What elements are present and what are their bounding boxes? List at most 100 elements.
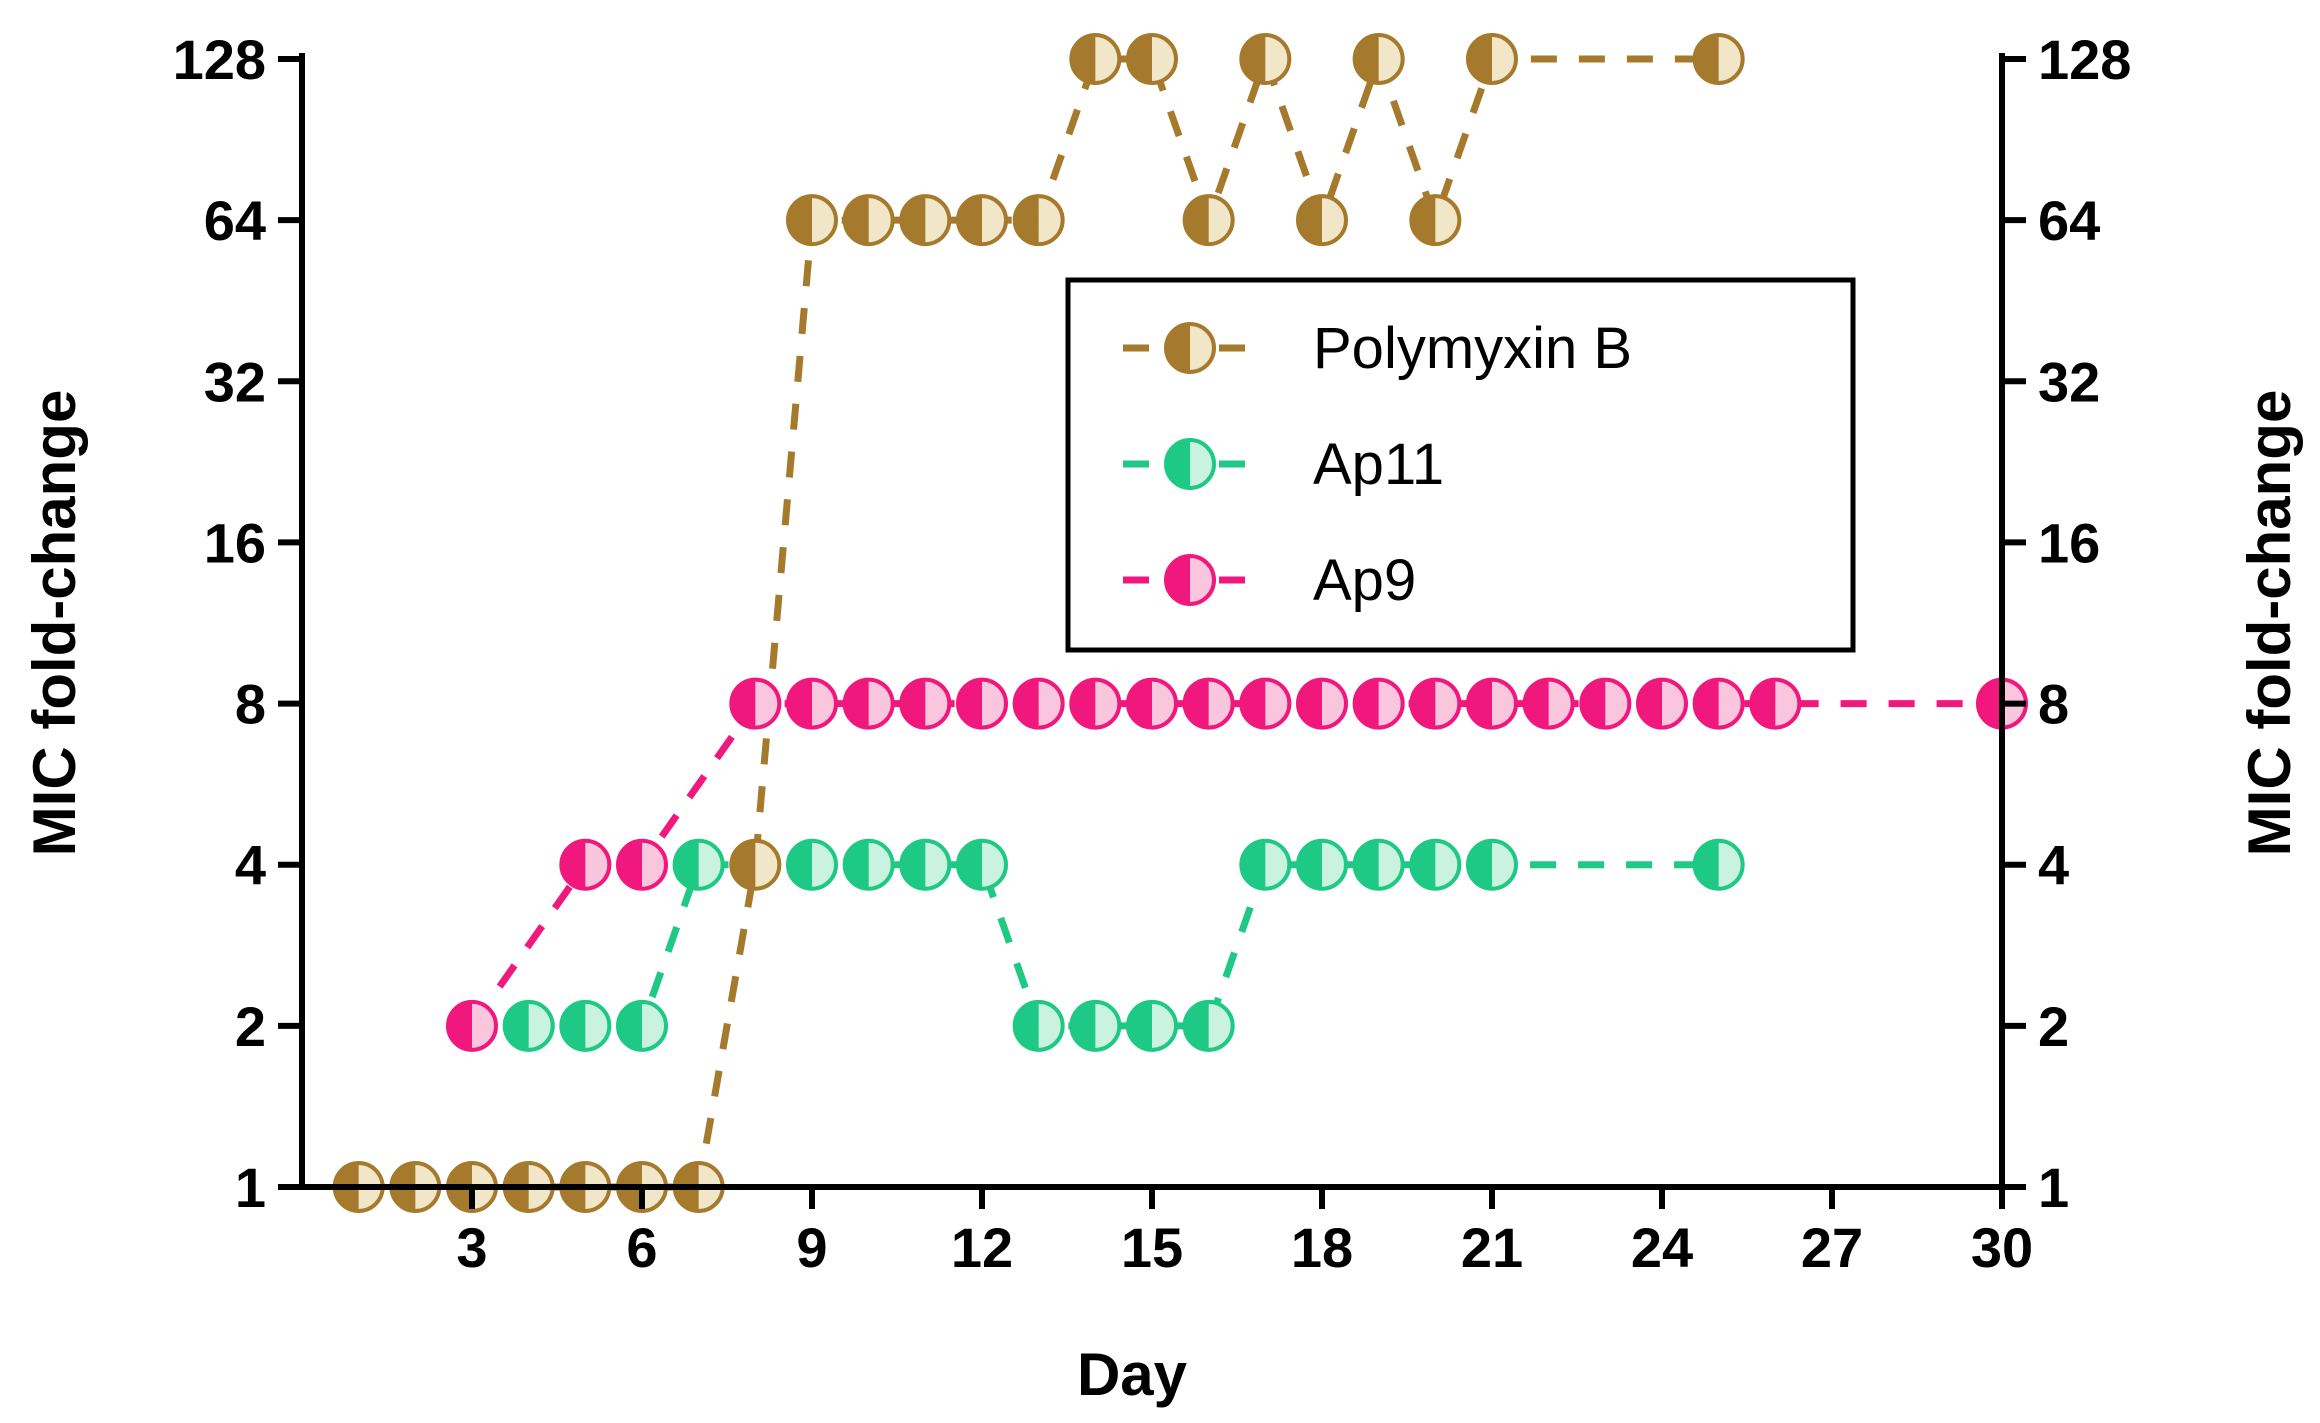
legend-marker	[1164, 438, 1216, 490]
marker-dark-half	[1354, 679, 1379, 728]
marker-dark-half	[1354, 35, 1379, 83]
marker-outline	[1239, 33, 1292, 85]
marker-dark-half	[1241, 35, 1266, 83]
marker-dark-half	[1411, 196, 1436, 245]
y-tick-label-right: 1	[2038, 1156, 2069, 1219]
marker-outline	[1692, 33, 1745, 85]
marker-outline	[1692, 677, 1745, 730]
y-tick-label-left: 2	[235, 995, 266, 1058]
marker-outline	[1069, 999, 1122, 1052]
marker-dark-half	[1071, 35, 1096, 83]
x-tick-label: 18	[1291, 1216, 1353, 1279]
marker-dark-half	[844, 840, 869, 889]
marker-outline	[842, 838, 895, 891]
marker-dark-half	[901, 679, 926, 728]
marker-dark-half	[1978, 679, 2002, 728]
data-point-series-1	[1012, 999, 1065, 1052]
marker-outline	[1164, 322, 1216, 374]
data-point-series-0	[1409, 194, 1462, 247]
data-point-series-0	[1296, 194, 1348, 247]
marker-dark-half	[1184, 196, 1209, 245]
marker-dark-half	[504, 1001, 529, 1050]
marker-outline	[1579, 677, 1632, 730]
data-point-series-0	[1692, 33, 1745, 85]
data-point-series-1	[616, 999, 668, 1052]
marker-outline	[1466, 33, 1518, 85]
marker-dark-half	[1014, 196, 1039, 245]
marker-dark-half	[1354, 840, 1379, 889]
marker-dark-half	[1468, 679, 1492, 728]
marker-dark-half	[1468, 840, 1492, 889]
data-point-series-2	[842, 677, 895, 730]
marker-outline	[1069, 677, 1122, 730]
legend-label: Polymyxin B	[1313, 316, 1632, 381]
x-tick-label: 6	[626, 1216, 657, 1279]
marker-dark-half	[958, 196, 982, 245]
y-tick-label-right: 64	[2038, 189, 2100, 252]
marker-outline	[956, 677, 1008, 730]
y-tick-label-right: 128	[2038, 28, 2131, 91]
x-tick-label: 12	[951, 1216, 1013, 1279]
marker-dark-half	[1751, 679, 1776, 728]
data-point-series-1	[1239, 838, 1292, 891]
legend-marker	[1164, 322, 1216, 374]
marker-dark-half	[731, 840, 756, 889]
marker-outline	[956, 838, 1008, 891]
marker-dark-half	[1411, 840, 1436, 889]
marker-dark-half	[1071, 1001, 1096, 1050]
marker-dark-half	[1128, 1001, 1152, 1050]
data-point-series-0	[1352, 33, 1405, 85]
marker-outline	[1012, 999, 1065, 1052]
marker-dark-half	[844, 679, 869, 728]
marker-outline	[729, 677, 782, 730]
marker-outline	[1239, 838, 1292, 891]
marker-dark-half	[1694, 35, 1719, 83]
marker-outline	[1352, 677, 1405, 730]
marker-outline	[729, 838, 782, 891]
data-point-series-0	[1466, 33, 1518, 85]
marker-dark-half	[958, 840, 982, 889]
data-point-series-2	[446, 999, 498, 1052]
data-point-series-2	[1522, 677, 1575, 730]
data-point-series-1	[672, 838, 725, 891]
marker-dark-half	[561, 840, 586, 889]
data-point-series-1	[1692, 838, 1745, 891]
data-point-series-2	[1012, 677, 1065, 730]
marker-dark-half	[1166, 556, 1190, 604]
marker-dark-half	[561, 1001, 586, 1050]
y-axis-title-right: MIC fold-change	[2236, 390, 2303, 857]
data-point-series-0	[842, 194, 895, 247]
legend-label: Ap9	[1313, 548, 1416, 613]
marker-outline	[1352, 838, 1405, 891]
marker-outline	[842, 194, 895, 247]
y-tick-label-right: 8	[2038, 673, 2069, 736]
legend-marker	[1164, 554, 1216, 606]
data-point-series-2	[1239, 677, 1292, 730]
data-point-series-0	[956, 194, 1008, 247]
marker-dark-half	[1184, 1001, 1209, 1050]
marker-outline	[1239, 677, 1292, 730]
legend-label: Ap11	[1313, 432, 1444, 497]
marker-outline	[446, 999, 498, 1052]
marker-outline	[956, 194, 1008, 247]
data-point-series-2	[1182, 677, 1235, 730]
marker-outline	[1126, 677, 1178, 730]
y-tick-label-left: 4	[235, 834, 266, 897]
marker-outline	[1466, 677, 1518, 730]
marker-outline	[1126, 33, 1178, 85]
data-point-series-2	[729, 677, 782, 730]
marker-outline	[559, 999, 612, 1052]
data-point-series-2	[1126, 677, 1178, 730]
marker-outline	[1352, 33, 1405, 85]
data-point-series-1	[1182, 999, 1235, 1052]
marker-outline	[616, 838, 668, 891]
marker-outline	[1466, 838, 1518, 891]
y-tick-label-left: 16	[204, 511, 266, 574]
marker-outline	[786, 838, 838, 891]
data-point-series-1	[1352, 838, 1405, 891]
x-tick-label: 3	[456, 1216, 487, 1279]
marker-dark-half	[1298, 679, 1322, 728]
marker-outline	[1692, 838, 1745, 891]
marker-outline	[899, 838, 952, 891]
